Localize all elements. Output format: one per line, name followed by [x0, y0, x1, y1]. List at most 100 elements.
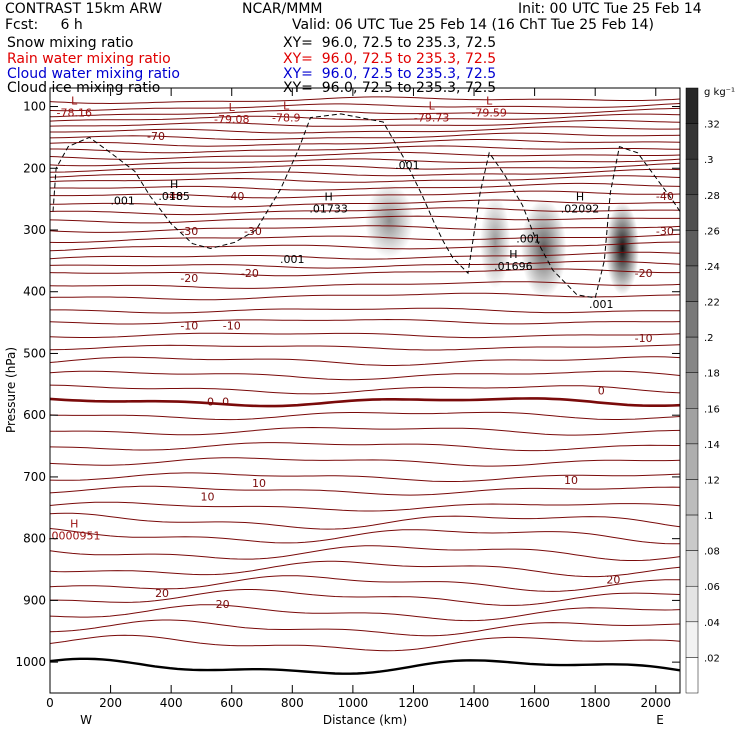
high-value: .0185 — [158, 190, 190, 203]
y-tick-label: 300 — [23, 223, 46, 237]
colorbar-swatch — [685, 443, 699, 480]
snow-shading-0 — [365, 183, 414, 258]
isotherm-label: -70 — [147, 130, 165, 143]
colorbar-tick-label: .06 — [704, 582, 720, 593]
isotherm-line — [50, 168, 680, 178]
isotherm-line — [50, 457, 680, 467]
colorbar-tick-label: .26 — [704, 226, 720, 237]
isotherm-line — [50, 233, 680, 243]
y-tick-label: 200 — [23, 161, 46, 175]
isotherm-label: -30 — [180, 225, 198, 238]
field-xy-cloud-water: XY= 96.0, 72.5 to 235.3, 72.5 — [283, 66, 497, 82]
x-axis-label: Distance (km) — [323, 713, 407, 727]
isotherm-line — [50, 528, 680, 545]
isotherm-line — [50, 545, 680, 561]
low-value: -79.59 — [471, 107, 506, 120]
isotherm-label: -10 — [180, 320, 198, 333]
isotherm-label: 0 — [222, 396, 229, 409]
high-marker: H — [576, 190, 584, 203]
colorbar-swatch — [685, 657, 699, 694]
x-tick-label: 1600 — [519, 696, 550, 710]
isotherm-line — [50, 397, 680, 408]
isotherm-label: -20 — [241, 267, 259, 280]
isotherm-line — [50, 426, 680, 436]
isotherm-line — [50, 132, 680, 141]
isotherm-line — [50, 384, 680, 395]
low-value: -79.08 — [214, 113, 249, 126]
forecast-hour: Fcst: 6 h — [5, 17, 83, 33]
isotherm-label: -10 — [635, 332, 653, 345]
isotherm-line — [50, 162, 680, 173]
west-label: W — [80, 713, 92, 727]
isotherm-line — [50, 501, 680, 512]
isotherm-line — [50, 119, 680, 127]
high-marker: H — [70, 518, 78, 531]
x-tick-label: 2000 — [640, 696, 671, 710]
field-name-cloud-water: Cloud water mixing ratio — [7, 66, 180, 82]
isotherm-label: 20 — [606, 573, 620, 586]
isotherm-line — [50, 241, 680, 252]
isotherm-label: 20 — [155, 587, 169, 600]
high-marker: H — [170, 178, 178, 191]
low-marker: L — [283, 100, 290, 113]
colorbar-tick-label: .14 — [704, 440, 720, 451]
colorbar-tick-label: .28 — [704, 191, 720, 202]
high-value: .01696 — [494, 260, 533, 273]
colorbar-swatch — [685, 158, 699, 196]
isotherm-line — [50, 145, 680, 154]
isotherm-line — [50, 634, 680, 652]
isotherm-line — [50, 103, 680, 112]
colorbar-tick-label: .16 — [704, 404, 720, 415]
isotherm-line — [50, 175, 680, 183]
colorbar-tick-label: .04 — [704, 618, 720, 629]
y-tick-label: 400 — [23, 285, 46, 299]
isotherm-label: -40 — [656, 190, 674, 203]
snow-shading-3 — [605, 202, 640, 295]
isotherm-label: -30 — [656, 225, 674, 238]
surface-line — [50, 657, 680, 675]
init-time: Init: 00 UTC Tue 25 Feb 14 — [518, 1, 702, 17]
high-marker: H — [325, 190, 333, 203]
high-value: .0000951 — [48, 530, 101, 543]
isotherm-line — [50, 318, 680, 325]
plot-frame — [49, 87, 681, 694]
isotherm-line — [50, 344, 680, 351]
low-marker: L — [429, 100, 436, 113]
isotherm-line — [50, 215, 680, 224]
snow-shading-2 — [520, 199, 567, 298]
colorbar-tick-label: .08 — [704, 547, 720, 558]
field-xy-snow: XY= 96.0, 72.5 to 235.3, 72.5 — [283, 35, 497, 51]
colorbar-swatch — [685, 123, 699, 160]
low-marker: L — [229, 101, 236, 114]
isotherm-line — [50, 207, 680, 216]
isotherm-line — [50, 442, 680, 452]
low-marker: L — [71, 95, 78, 108]
snow-shading-1 — [480, 196, 511, 289]
x-tick-label: 400 — [160, 696, 183, 710]
colorbar-tick-label: .32 — [704, 120, 720, 131]
isotherm-line — [50, 307, 680, 314]
high-value: .02092 — [561, 202, 600, 215]
isotherm-line — [50, 485, 680, 496]
isotherm-line — [50, 292, 680, 301]
isotherm-line — [50, 96, 680, 105]
isotherm-line — [50, 182, 680, 191]
colorbar-swatch — [685, 230, 699, 267]
east-label: E — [656, 713, 664, 727]
field-name-cloud-ice: Cloud ice mixing ratio — [7, 80, 161, 96]
x-tick-label: 600 — [220, 696, 243, 710]
colorbar-tick-label: .2 — [704, 333, 714, 344]
cloud-ice-contour-label: .001 — [589, 298, 614, 311]
y-tick-label: 100 — [23, 100, 46, 114]
isotherm-line — [50, 619, 680, 637]
y-tick-label: 900 — [23, 593, 46, 607]
x-tick-label: 1200 — [398, 696, 429, 710]
isotherm-label: 10 — [252, 477, 266, 490]
isotherm-line — [50, 190, 680, 199]
isotherm-label: 0 — [207, 396, 214, 409]
isotherm-label: 0 — [598, 385, 605, 398]
colorbar-swatch — [685, 408, 699, 445]
low-value: -78.9 — [272, 112, 300, 125]
colorbar-tick-label: .18 — [704, 369, 720, 380]
